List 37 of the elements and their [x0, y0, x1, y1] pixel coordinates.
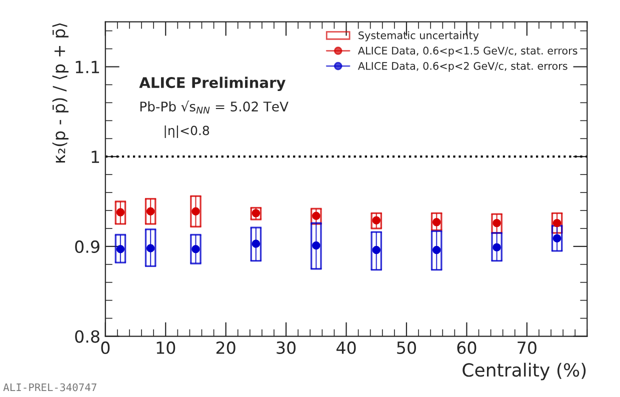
point: [432, 246, 441, 254]
y-tick-label: 0.8: [75, 330, 100, 343]
point: [252, 240, 260, 248]
x-tick-label: 40: [336, 341, 356, 354]
x-tick-label: 60: [457, 341, 476, 354]
x-axis-title: Centrality (%): [462, 362, 586, 380]
x-tick-label: 70: [518, 341, 536, 354]
x-tick-label: 50: [397, 341, 416, 354]
point: [252, 209, 260, 218]
point: [146, 244, 155, 252]
point: [432, 218, 441, 226]
point: [312, 241, 320, 250]
annotation: |η|<0.8: [164, 125, 210, 138]
point: [492, 243, 501, 252]
point: [372, 216, 380, 224]
legend-title: Systematic uncertainty: [358, 31, 479, 42]
point: [192, 207, 200, 216]
point: [116, 245, 125, 254]
y-tick-label: 1.1: [76, 60, 99, 74]
point: [116, 208, 125, 216]
point: [372, 246, 380, 254]
y-axis-title: κ₂(p - p̄) / ⟨p + p̄⟩: [52, 23, 68, 162]
legend-label: ALICE Data, 0.6<p<1.5 GeV/c, stat. errors: [358, 46, 578, 57]
annotation: ALICE Preliminary: [139, 76, 286, 92]
annotation: Pb-Pb √s$_{NN}$ = 5.02 TeV: [140, 100, 288, 114]
x-tick-label: 0: [101, 341, 110, 354]
point: [146, 207, 155, 216]
point: [192, 245, 200, 254]
x-tick-label: 20: [216, 341, 236, 354]
point: [492, 218, 501, 228]
x-tick-label: 30: [276, 341, 296, 354]
text: ALI-PREL-340747: [3, 383, 96, 392]
legend-label: ALICE Data, 0.6<p<2 GeV/c, stat. errors: [358, 62, 568, 72]
y-tick-label: 1: [92, 150, 99, 163]
y-tick-label: 0.9: [75, 240, 100, 253]
point: [312, 212, 320, 220]
x-tick-label: 10: [156, 341, 176, 354]
